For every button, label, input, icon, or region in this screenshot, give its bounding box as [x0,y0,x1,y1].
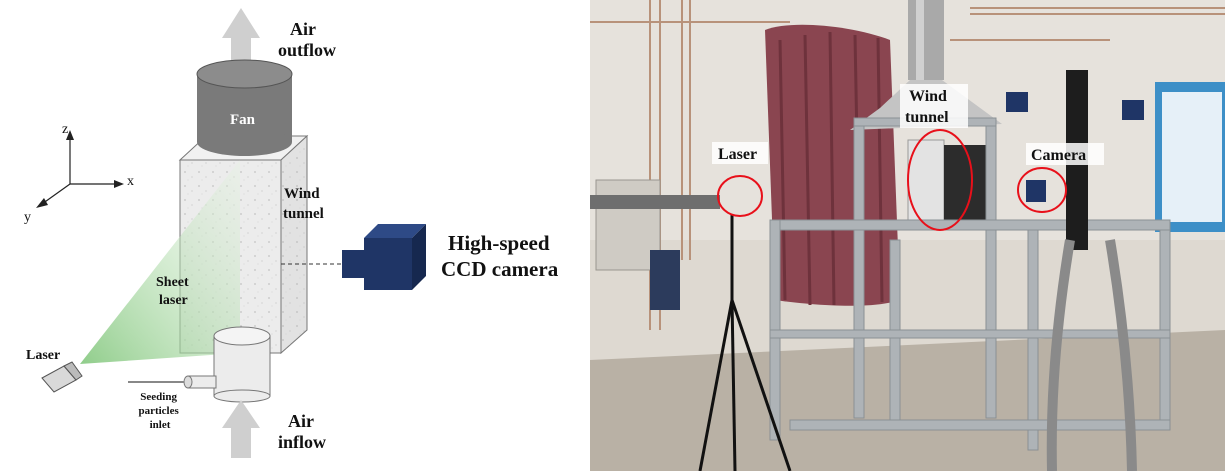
fan-label: Fan [230,112,256,128]
grey-hoses [1046,239,1137,471]
fan-cylinder [196,59,293,156]
high-speed-ccd-camera-label: High-speed CCD camera [441,231,559,281]
x-axis-label: x [127,174,134,189]
photo-camera-label: Camera [1031,147,1086,164]
curtain [765,24,900,306]
wind-tunnel-label: Wind tunnel [283,186,324,222]
air-inflow-label: Air inflow [278,411,326,452]
aluminium-frame [769,117,1171,451]
z-axis-label: z [62,122,68,137]
inlet-cylinder [213,326,271,403]
exhaust-duct [908,0,944,80]
laser-arm [590,195,720,209]
tripod [698,215,792,471]
coordinate-axes [36,130,124,208]
photo-wind-tunnel-label: Wind tunnel [905,88,951,126]
wind-tunnel-highlight-circle [907,129,973,231]
air-outflow-label: Air outflow [278,19,336,60]
sheet-laser [80,160,240,364]
seeding-particles-inlet-label: Seeding particles inlet [138,391,181,431]
laser-source [41,361,83,393]
sheet-laser-label: Sheet laser [156,275,192,308]
lab-photograph: Laser Wind tunnel Camera [590,0,1225,471]
ccd-camera [342,224,426,290]
y-axis-label: y [24,210,31,225]
camera-highlight-circle [1017,167,1067,213]
seeding-pipe [128,375,217,389]
air-inflow-arrow [222,400,260,458]
schematic-diagram: Air outflow Fan Seeding particles inlet [24,8,559,458]
laser-highlight-circle [717,175,763,217]
lower-left-device [650,250,680,310]
photo-laser-label: Laser [718,146,757,163]
wind-tunnel-section [907,139,945,227]
laser-label: Laser [26,348,60,363]
